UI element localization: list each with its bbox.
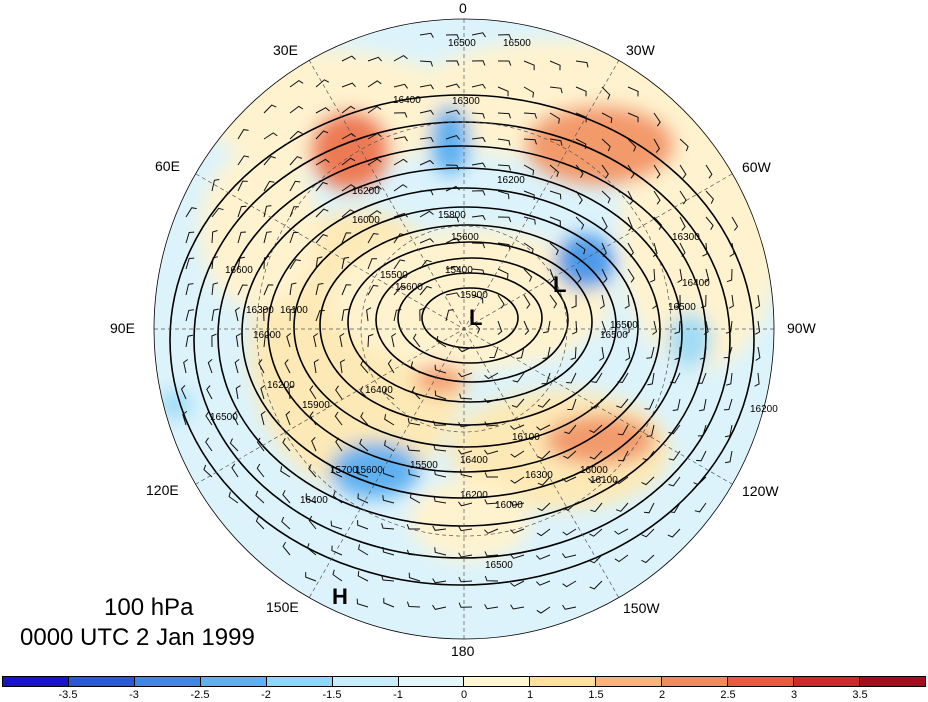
contour-label: 15600 xyxy=(395,282,423,293)
contour-label: 16000 xyxy=(580,465,608,476)
contour-label: 16200 xyxy=(750,404,778,415)
colorbar-segment xyxy=(398,677,465,686)
colorbar-tick-label: 0 xyxy=(460,689,468,701)
lon-label-0: 0 xyxy=(459,0,467,16)
colorbar-tick-label: -1.5 xyxy=(322,689,342,701)
contour-label: 16400 xyxy=(682,278,710,289)
lon-label-150w: 150W xyxy=(623,600,660,616)
contour-label: 16100 xyxy=(590,475,618,486)
colorbar-segment xyxy=(200,677,267,686)
high-center-marker: H xyxy=(332,584,348,609)
contour-label: 16500 xyxy=(668,302,696,313)
contour-label: 16300 xyxy=(672,232,700,243)
colorbar-segment xyxy=(332,677,399,686)
contour-label: 16500 xyxy=(610,320,638,331)
lon-label-90w: 90W xyxy=(787,320,816,336)
contour-label: 16400 xyxy=(365,385,393,396)
colorbar-segment xyxy=(3,677,69,686)
lon-label-120e: 120E xyxy=(146,482,179,498)
colorbar-tick-label: 2 xyxy=(658,689,666,701)
pressure-level-title: 100 hPa xyxy=(104,594,194,621)
lon-label-60w: 60W xyxy=(742,159,771,175)
colorbar xyxy=(2,676,926,687)
colorbar-segment xyxy=(134,677,201,686)
colorbar-tick-label: 3 xyxy=(790,689,798,701)
low-center-marker: L xyxy=(469,305,483,330)
contour-label: 16400 xyxy=(393,95,421,106)
contour-label: 15400 xyxy=(445,265,473,276)
lon-label-30e: 30E xyxy=(273,42,298,58)
colorbar-tick-label: -3 xyxy=(129,689,139,701)
colorbar-segment xyxy=(596,677,663,686)
contour-label: 16400 xyxy=(300,495,328,506)
contour-label: 16200 xyxy=(352,186,380,197)
graticule xyxy=(154,19,774,639)
contour-label: 15800 xyxy=(438,210,466,221)
low-center-marker: L xyxy=(553,272,567,297)
contour-label: 16600 xyxy=(225,265,253,276)
colorbar-segment xyxy=(266,677,333,686)
contour-label: 15600 xyxy=(451,232,479,243)
contour-label: 16500 xyxy=(485,560,513,571)
lon-label-150e: 150E xyxy=(266,599,299,615)
lon-label-120w: 120W xyxy=(742,483,779,499)
contour-label: 15500 xyxy=(380,270,408,281)
colorbar-segment xyxy=(859,677,925,686)
colorbar-segment xyxy=(728,677,795,686)
contour-label: 16300 xyxy=(525,470,553,481)
colorbar-segment xyxy=(464,677,531,686)
colorbar-segment xyxy=(68,677,135,686)
contour-label: 15900 xyxy=(460,290,488,301)
lon-label-30w: 30W xyxy=(626,42,655,58)
contour-label: 15700 xyxy=(330,465,358,476)
contour-label: 16200 xyxy=(267,380,295,391)
contour-label: 16300 xyxy=(246,305,274,316)
contour-label: 16000 xyxy=(253,330,281,341)
colorbar-segment xyxy=(794,677,860,686)
contour-label: 16500 xyxy=(210,412,238,423)
colorbar-tick-label: 1.5 xyxy=(588,689,604,701)
contour-label: 16100 xyxy=(280,305,308,316)
contour-label: 15600 xyxy=(355,465,383,476)
contour-label: 16300 xyxy=(452,96,480,107)
lon-label-90e: 90E xyxy=(110,320,135,336)
contour-label: 15900 xyxy=(302,400,330,411)
colorbar-tick-label: -2.5 xyxy=(190,689,210,701)
colorbar-tick-label: -2 xyxy=(261,689,271,701)
lon-label-60e: 60E xyxy=(155,158,180,174)
contour-label: 16000 xyxy=(352,215,380,226)
colorbar-tick-label: -3.5 xyxy=(58,689,78,701)
colorbar-segment xyxy=(662,677,729,686)
contour-label: 15500 xyxy=(410,460,438,471)
contour-label: 16200 xyxy=(497,175,525,186)
lon-label-180: 180 xyxy=(451,643,475,659)
valid-time-title: 0000 UTC 2 Jan 1999 xyxy=(20,624,255,651)
contour-label: 16200 xyxy=(460,490,488,501)
contour-label: 16500 xyxy=(600,330,628,341)
contour-label: 16400 xyxy=(460,455,488,466)
colorbar-segment xyxy=(530,677,597,686)
colorbar-tick-label: -1 xyxy=(393,689,403,701)
polar-map xyxy=(153,18,775,640)
contour-label: 16100 xyxy=(512,432,540,443)
colorbar-tick-label: 2.5 xyxy=(720,689,736,701)
contour-label: 16500 xyxy=(448,38,476,49)
colorbar-tick-label: 1 xyxy=(526,689,534,701)
contour-label: 16500 xyxy=(503,38,531,49)
contour-label: 16000 xyxy=(495,500,523,511)
colorbar-tick-label: 3.5 xyxy=(852,689,868,701)
wind-barbs xyxy=(180,32,761,614)
